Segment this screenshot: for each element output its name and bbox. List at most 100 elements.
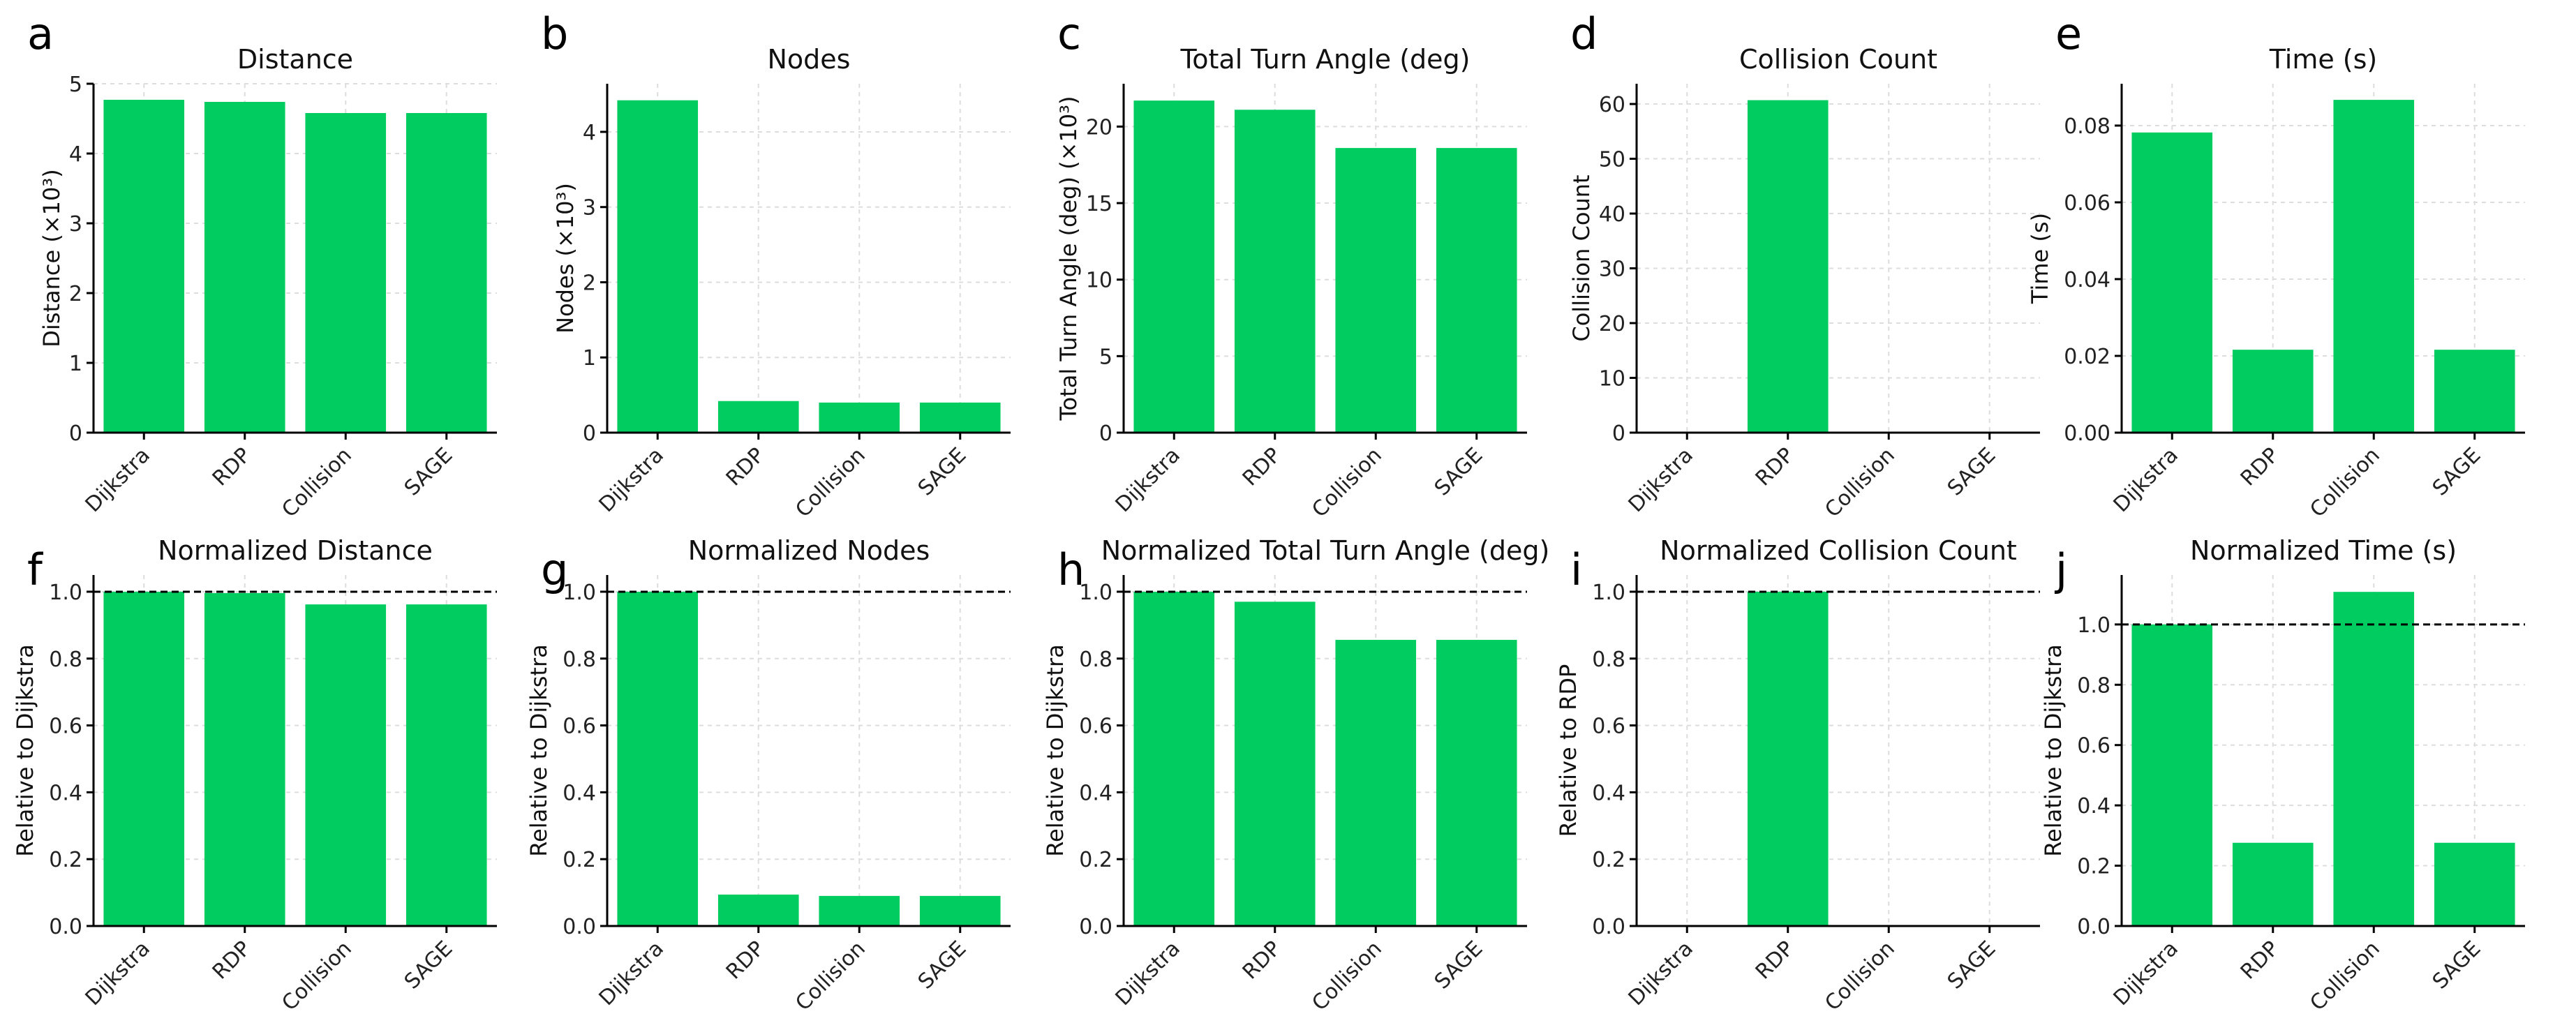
bar-dijkstra	[103, 100, 185, 433]
y-tick-label: 4	[583, 121, 596, 145]
y-tick-label: 3	[69, 212, 82, 237]
y-tick-label: 1.0	[49, 581, 82, 605]
bar-dijkstra	[1133, 100, 1215, 433]
panel-e: e Time (s) 0.00 0.02 0.04 0.06 0.08 Dijkstra RDP…	[2027, 8, 2525, 522]
y-axis-label: Distance (×10³)	[38, 169, 65, 347]
y-tick-label: 0.0	[1592, 915, 1625, 939]
panel-title: Time (s)	[2269, 44, 2378, 75]
y-axis-label: Total Turn Angle (deg) (×10³)	[1055, 96, 1082, 421]
y-axis-label: Relative to Dijkstra	[2040, 644, 2067, 856]
y-tick-label: 10	[1599, 367, 1625, 391]
bar-sage	[919, 895, 1001, 926]
x-tick-label: Dijkstra	[595, 443, 669, 517]
y-axis-label: Relative to Dijkstra	[1042, 644, 1069, 856]
x-tick-label: SAGE	[1430, 443, 1488, 501]
x-tick-label: Collision	[1820, 936, 1900, 1016]
x-tick-label: RDP	[1238, 936, 1286, 985]
panel-title: Normalized Time (s)	[2190, 535, 2457, 566]
x-tick-label: Dijkstra	[2109, 936, 2183, 1010]
panel-letter: f	[27, 544, 44, 595]
bar-rdp	[1234, 602, 1316, 926]
y-axis-label: Relative to RDP	[1555, 664, 1581, 837]
y-tick-label: 0.6	[563, 715, 596, 739]
y-tick-label: 5	[69, 73, 82, 97]
panel-letter: j	[2054, 544, 2067, 595]
y-tick-label: 0.0	[1079, 915, 1112, 939]
y-tick-label: 0.2	[1079, 848, 1112, 872]
y-axis-label: Collision Count	[1568, 174, 1595, 341]
x-tick-label: RDP	[2236, 443, 2284, 491]
panel-title: Normalized Total Turn Angle (deg)	[1101, 535, 1550, 566]
x-tick-label: Collision	[1820, 443, 1900, 523]
x-tick-label: Dijkstra	[1624, 936, 1698, 1010]
bar-collision	[305, 113, 387, 433]
x-tick-label: RDP	[1751, 443, 1799, 491]
x-tick-label: Collision	[791, 443, 870, 523]
panel-a: a Distance 0 1 2 3 4 5 Dijkstra RDP Collision SAGE D…	[27, 8, 497, 522]
panel-title: Normalized Nodes	[688, 535, 930, 566]
panel-c: c Total Turn Angle (deg) 0 5 10 15 20 Dijkstra R…	[1055, 8, 1527, 522]
bar-rdp	[1234, 110, 1316, 433]
x-tick-label: Dijkstra	[1111, 443, 1185, 517]
y-tick-label: 0.2	[563, 848, 596, 872]
bar-sage	[405, 113, 487, 433]
y-axis-label: Relative to Dijkstra	[12, 644, 38, 856]
panel-letter: g	[541, 544, 568, 595]
x-tick-label: Collision	[2305, 936, 2385, 1016]
y-tick-label: 0	[1099, 421, 1112, 446]
panel-letter: c	[1057, 8, 1081, 59]
bar-rdp	[204, 592, 285, 926]
y-tick-label: 0.06	[2064, 191, 2110, 216]
panel-letter: a	[27, 8, 54, 59]
y-tick-label: 2	[583, 271, 596, 295]
x-tick-label: Collision	[2305, 443, 2385, 523]
bar-collision	[2333, 100, 2415, 433]
x-tick-label: Dijkstra	[81, 443, 155, 517]
panel-title: Normalized Distance	[158, 535, 433, 566]
bar-sage	[2434, 350, 2515, 433]
y-tick-label: 0.02	[2064, 345, 2110, 369]
y-tick-label: 0	[69, 421, 82, 446]
y-tick-label: 0.0	[563, 915, 596, 939]
y-tick-label: 1.0	[1592, 581, 1625, 605]
y-tick-label: 0.2	[49, 848, 82, 872]
x-tick-label: Collision	[791, 936, 870, 1016]
y-tick-label: 0.4	[563, 781, 596, 805]
bar-collision	[1335, 639, 1417, 926]
y-axis-label: Relative to Dijkstra	[526, 644, 552, 856]
y-tick-label: 0.8	[1592, 648, 1625, 672]
y-tick-label: 3	[583, 196, 596, 221]
bar-sage	[1436, 639, 1517, 926]
y-tick-label: 1.0	[1079, 581, 1112, 605]
y-tick-label: 0.08	[2064, 114, 2110, 139]
panel-title: Distance	[237, 44, 353, 75]
bar-dijkstra	[617, 100, 699, 433]
y-tick-label: 20	[1086, 115, 1112, 140]
panel-b: b Nodes 0 1 2 3 4 Dijkstra RDP Collision SAGE Nodes…	[541, 8, 1011, 522]
panel-f: f Normalized Distance 0.0 0.2 0.4 0.6 0.8 1.0 Di…	[12, 535, 497, 1015]
panel-letter: b	[541, 8, 568, 59]
bar-collision	[2333, 592, 2415, 926]
y-tick-label: 15	[1086, 192, 1112, 216]
y-tick-label: 0.6	[49, 715, 82, 739]
panel-title: Collision Count	[1739, 44, 1937, 75]
y-tick-label: 60	[1599, 93, 1625, 117]
bar-collision	[305, 604, 387, 926]
x-tick-label: Collision	[277, 936, 357, 1016]
x-tick-label: SAGE	[2428, 936, 2486, 994]
y-tick-label: 0	[583, 421, 596, 446]
y-tick-label: 5	[1099, 345, 1112, 369]
y-tick-label: 0.4	[49, 781, 82, 805]
bar-collision	[819, 895, 900, 926]
y-tick-label: 40	[1599, 202, 1625, 227]
panel-letter: h	[1057, 544, 1085, 595]
y-tick-label: 0.8	[49, 648, 82, 672]
bar-rdp	[717, 401, 799, 433]
bar-dijkstra	[103, 591, 185, 926]
y-tick-label: 30	[1599, 257, 1625, 282]
y-tick-label: 1.0	[2077, 613, 2110, 638]
bar-rdp	[2232, 350, 2314, 433]
panel-title: Normalized Collision Count	[1660, 535, 2017, 566]
bar-rdp	[204, 102, 285, 433]
bar-rdp	[1747, 591, 1829, 926]
